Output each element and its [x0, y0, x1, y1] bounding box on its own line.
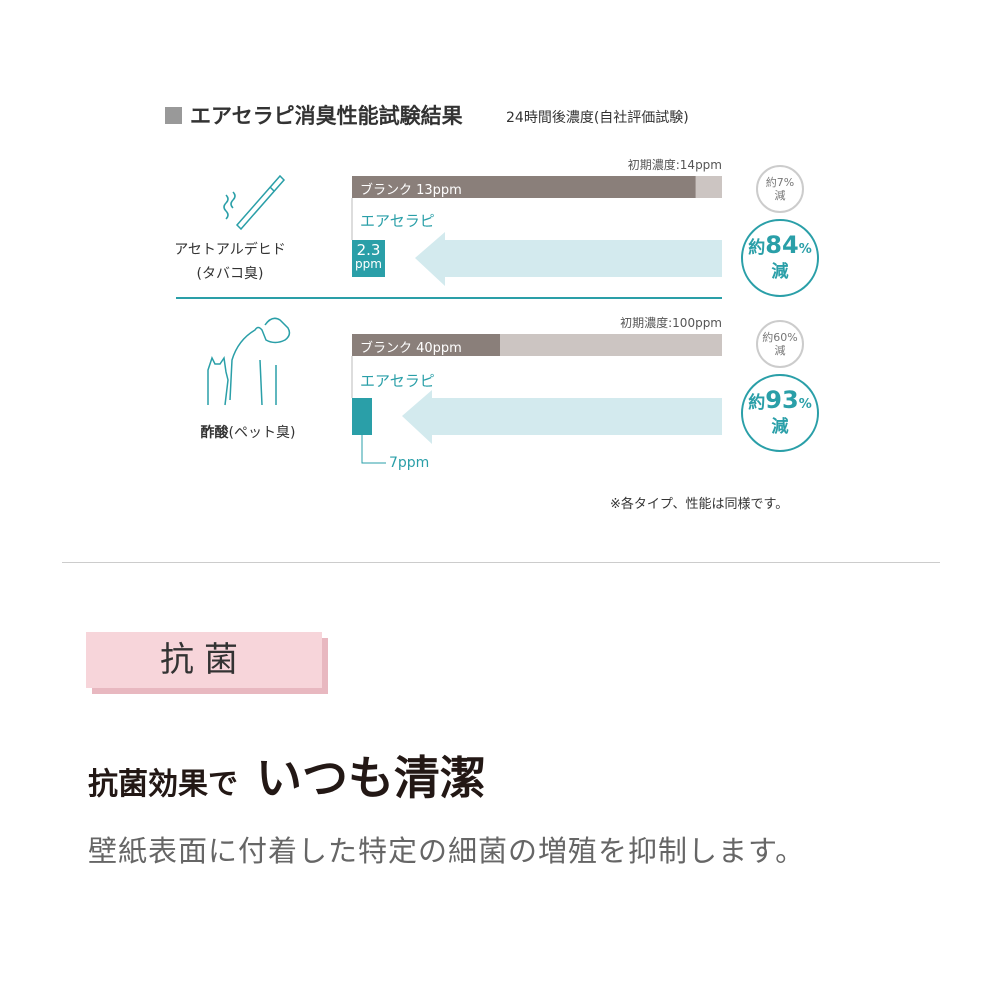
section-divider	[62, 562, 940, 563]
section-label: 抗菌	[86, 632, 322, 688]
treated-value: 7ppm	[389, 455, 430, 471]
category-note: (ペット臭)	[228, 425, 296, 441]
description: 壁紙表面に付着した特定の細菌の増殖を抑制します。	[88, 834, 806, 868]
chart-svg	[176, 174, 722, 464]
blank-reduction-badge: 約60% 減	[756, 320, 804, 368]
headline-large: いつも清潔	[256, 751, 486, 805]
treated-label: エアセラピ	[360, 212, 435, 230]
blank-bar	[352, 334, 500, 356]
reduction-arrow	[415, 232, 722, 286]
value: 60%	[773, 331, 798, 344]
value: 84	[765, 230, 799, 259]
headline-small: 抗菌効果で	[88, 767, 238, 802]
headline: 抗菌効果で いつも清潔	[88, 742, 486, 808]
treated-reduction-badge: 約93% 減	[741, 374, 819, 452]
blank-bar	[352, 176, 696, 198]
reduction-arrow	[402, 390, 722, 444]
footnote: ※各タイプ、性能は同様です。	[610, 497, 789, 512]
prefix: 約	[765, 176, 777, 189]
blank-reduction-badge: 約7% 減	[756, 165, 804, 213]
treated-label: エアセラピ	[360, 372, 435, 390]
value: 7%	[776, 176, 795, 189]
chart-title-text: エアセラピ消臭性能試験結果	[190, 104, 463, 128]
treated-bar	[352, 240, 385, 277]
dog-cat-icon	[207, 317, 291, 406]
blank-label: ブランク 13ppm	[360, 183, 462, 198]
treated-value: 2.3 ppm	[352, 241, 385, 272]
pct: %	[798, 396, 812, 412]
category-note: (タバコ臭)	[196, 266, 264, 282]
suffix: 減	[771, 416, 789, 437]
prefix: 約	[748, 237, 766, 258]
suffix: 減	[774, 189, 786, 202]
value-leader-line	[361, 416, 386, 464]
category-acetaldehyde: アセトアルデヒド (タバコ臭)	[150, 238, 310, 286]
initial-label: 初期濃度:100ppm	[620, 316, 722, 330]
cigarette-icon	[223, 174, 286, 231]
chart-subtitle: 24時間後濃度(自社評価試験)	[506, 110, 689, 126]
category-label: アセトアルデヒド	[174, 242, 286, 258]
category-acetic-acid: 酢酸(ペット臭)	[168, 421, 328, 445]
pct: %	[798, 241, 812, 257]
prefix: 約	[748, 392, 766, 413]
treated-reduction-badge: 約84% 減	[741, 219, 819, 297]
category-label: 酢酸	[200, 425, 229, 441]
suffix: 減	[771, 261, 789, 282]
treated-value-unit: ppm	[355, 257, 382, 271]
square-bullet-icon	[165, 107, 182, 124]
treated-value-number: 2.3	[356, 241, 381, 259]
chart-title: エアセラピ消臭性能試験結果	[165, 100, 463, 130]
prefix: 約	[762, 331, 774, 344]
value: 93	[765, 385, 799, 414]
initial-label: 初期濃度:14ppm	[627, 158, 722, 172]
suffix: 減	[774, 344, 786, 357]
blank-label: ブランク 40ppm	[360, 341, 462, 356]
